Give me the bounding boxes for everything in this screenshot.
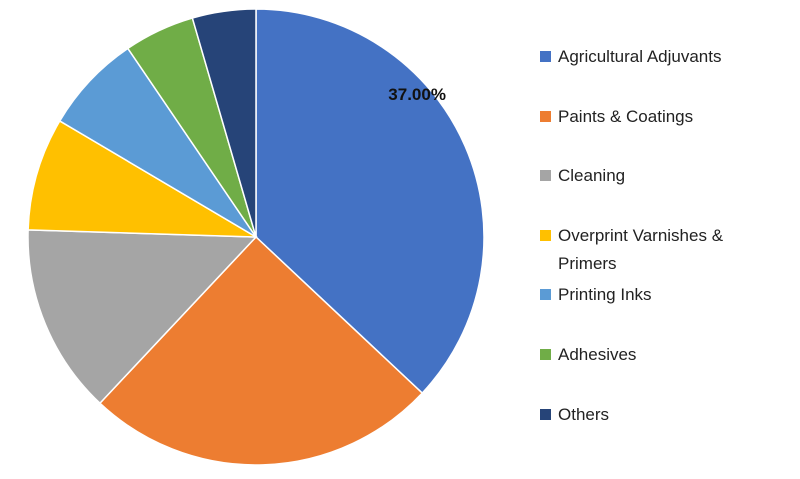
legend-swatch: [540, 51, 551, 62]
legend-entry: Printing Inks: [540, 281, 780, 309]
legend-label: Overprint Varnishes & Primers: [558, 225, 724, 273]
legend-label: Agricultural Adjuvants: [558, 47, 722, 66]
legend-label: Paints & Coatings: [558, 106, 694, 126]
legend-swatch: [540, 110, 551, 122]
legend-entry: Cleaning: [540, 162, 780, 190]
legend-swatch: [540, 408, 551, 420]
legend-entry: Paints & Coatings: [540, 103, 780, 131]
legend-entry: Overprint Varnishes & Primers: [540, 222, 780, 278]
legend-entry: Agricultural Adjuvants: [540, 43, 780, 71]
pie-slice: [98, 235, 424, 466]
data-label: 37.00%: [388, 85, 446, 104]
legend-swatch: [540, 170, 551, 182]
legend-label: Printing Inks: [558, 285, 652, 305]
legend-label: Adhesives: [558, 345, 637, 364]
legend-swatch: [540, 289, 551, 301]
legend-entry: Others: [540, 401, 780, 429]
pie-slice: [27, 119, 257, 238]
legend-entry: Adhesives: [540, 341, 780, 369]
legend-label: Others: [558, 404, 610, 424]
pie-slice: [255, 8, 485, 395]
pie-slice: [27, 229, 258, 405]
legend-swatch: [540, 229, 551, 241]
pie-slice: [191, 8, 257, 238]
legend-swatch: [540, 349, 551, 360]
legend-label: Cleaning: [558, 166, 626, 186]
